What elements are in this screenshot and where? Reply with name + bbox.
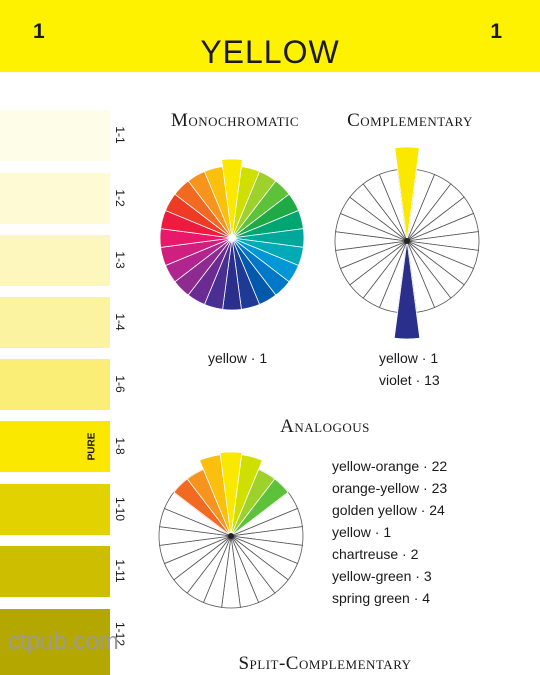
- analogous-color-list: yellow-orange · 22 orange-yellow · 23 gold…: [332, 455, 447, 609]
- tint-label: 1-8: [113, 437, 127, 455]
- tint-swatch: [0, 609, 110, 675]
- analogous-list-item: yellow-orange · 22: [332, 458, 448, 474]
- page-number-right: 1: [490, 20, 502, 43]
- monochromatic-color-wheel: [159, 158, 305, 311]
- tint-swatch: [0, 235, 110, 286]
- tint-swatch: [0, 484, 110, 535]
- tint-swatch: [0, 359, 110, 410]
- tint-swatch: [0, 297, 110, 348]
- section-title-monochromatic: Monochromatic: [170, 110, 300, 131]
- tint-label: 1-11: [113, 559, 127, 583]
- color-wheel-segment: [203, 166, 233, 239]
- analogous-list-item: spring green · 4: [332, 590, 431, 606]
- wheel-center: [229, 235, 235, 241]
- section-title-split-complementary: Split-Complementary: [238, 653, 412, 674]
- watermark: ctpub.com: [8, 628, 119, 655]
- page-number-left: 1: [33, 20, 45, 43]
- analogous-color-wheel: [158, 451, 304, 609]
- tint-swatch: [0, 421, 110, 472]
- highlighted-segment: [230, 454, 263, 537]
- page-header: 1 YELLOW 1: [0, 0, 540, 72]
- color-wheel-segment: [221, 158, 243, 239]
- complementary-caption-violet: violet · 13: [379, 372, 440, 388]
- wheel-center: [404, 238, 410, 244]
- tint-swatch: [0, 173, 110, 224]
- tint-label: 1-1: [113, 126, 127, 144]
- complementary-caption-yellow: yellow · 1: [379, 350, 439, 366]
- tint-label: 1-4: [113, 313, 127, 331]
- analogous-list-item: yellow-green · 3: [332, 568, 432, 584]
- pure-tag: PURE: [86, 432, 98, 461]
- highlighted-segment: [230, 478, 289, 537]
- page-title: YELLOW: [200, 34, 340, 70]
- highlighted-segment: [394, 146, 420, 242]
- highlighted-segment: [219, 451, 243, 537]
- wheel-center: [228, 533, 234, 539]
- tint-label: 1-6: [113, 375, 127, 393]
- tint-label: 1-10: [113, 496, 127, 522]
- analogous-list-item: yellow · 1: [332, 524, 392, 540]
- highlighted-segment: [393, 240, 421, 340]
- tint-label: 1-2: [113, 189, 127, 207]
- complementary-color-wheel: [334, 146, 480, 340]
- tint-swatch: [0, 110, 110, 161]
- tint-swatch: [0, 546, 110, 597]
- analogous-list-item: orange-yellow · 23: [332, 480, 448, 496]
- section-title-analogous: Analogous: [280, 416, 370, 437]
- tint-label: 1-3: [113, 251, 127, 269]
- monochromatic-caption: yellow · 1: [208, 350, 268, 366]
- analogous-list-item: chartreuse · 2: [332, 546, 419, 562]
- section-title-complementary: Complementary: [347, 110, 473, 131]
- analogous-list-item: golden yellow · 24: [332, 502, 445, 518]
